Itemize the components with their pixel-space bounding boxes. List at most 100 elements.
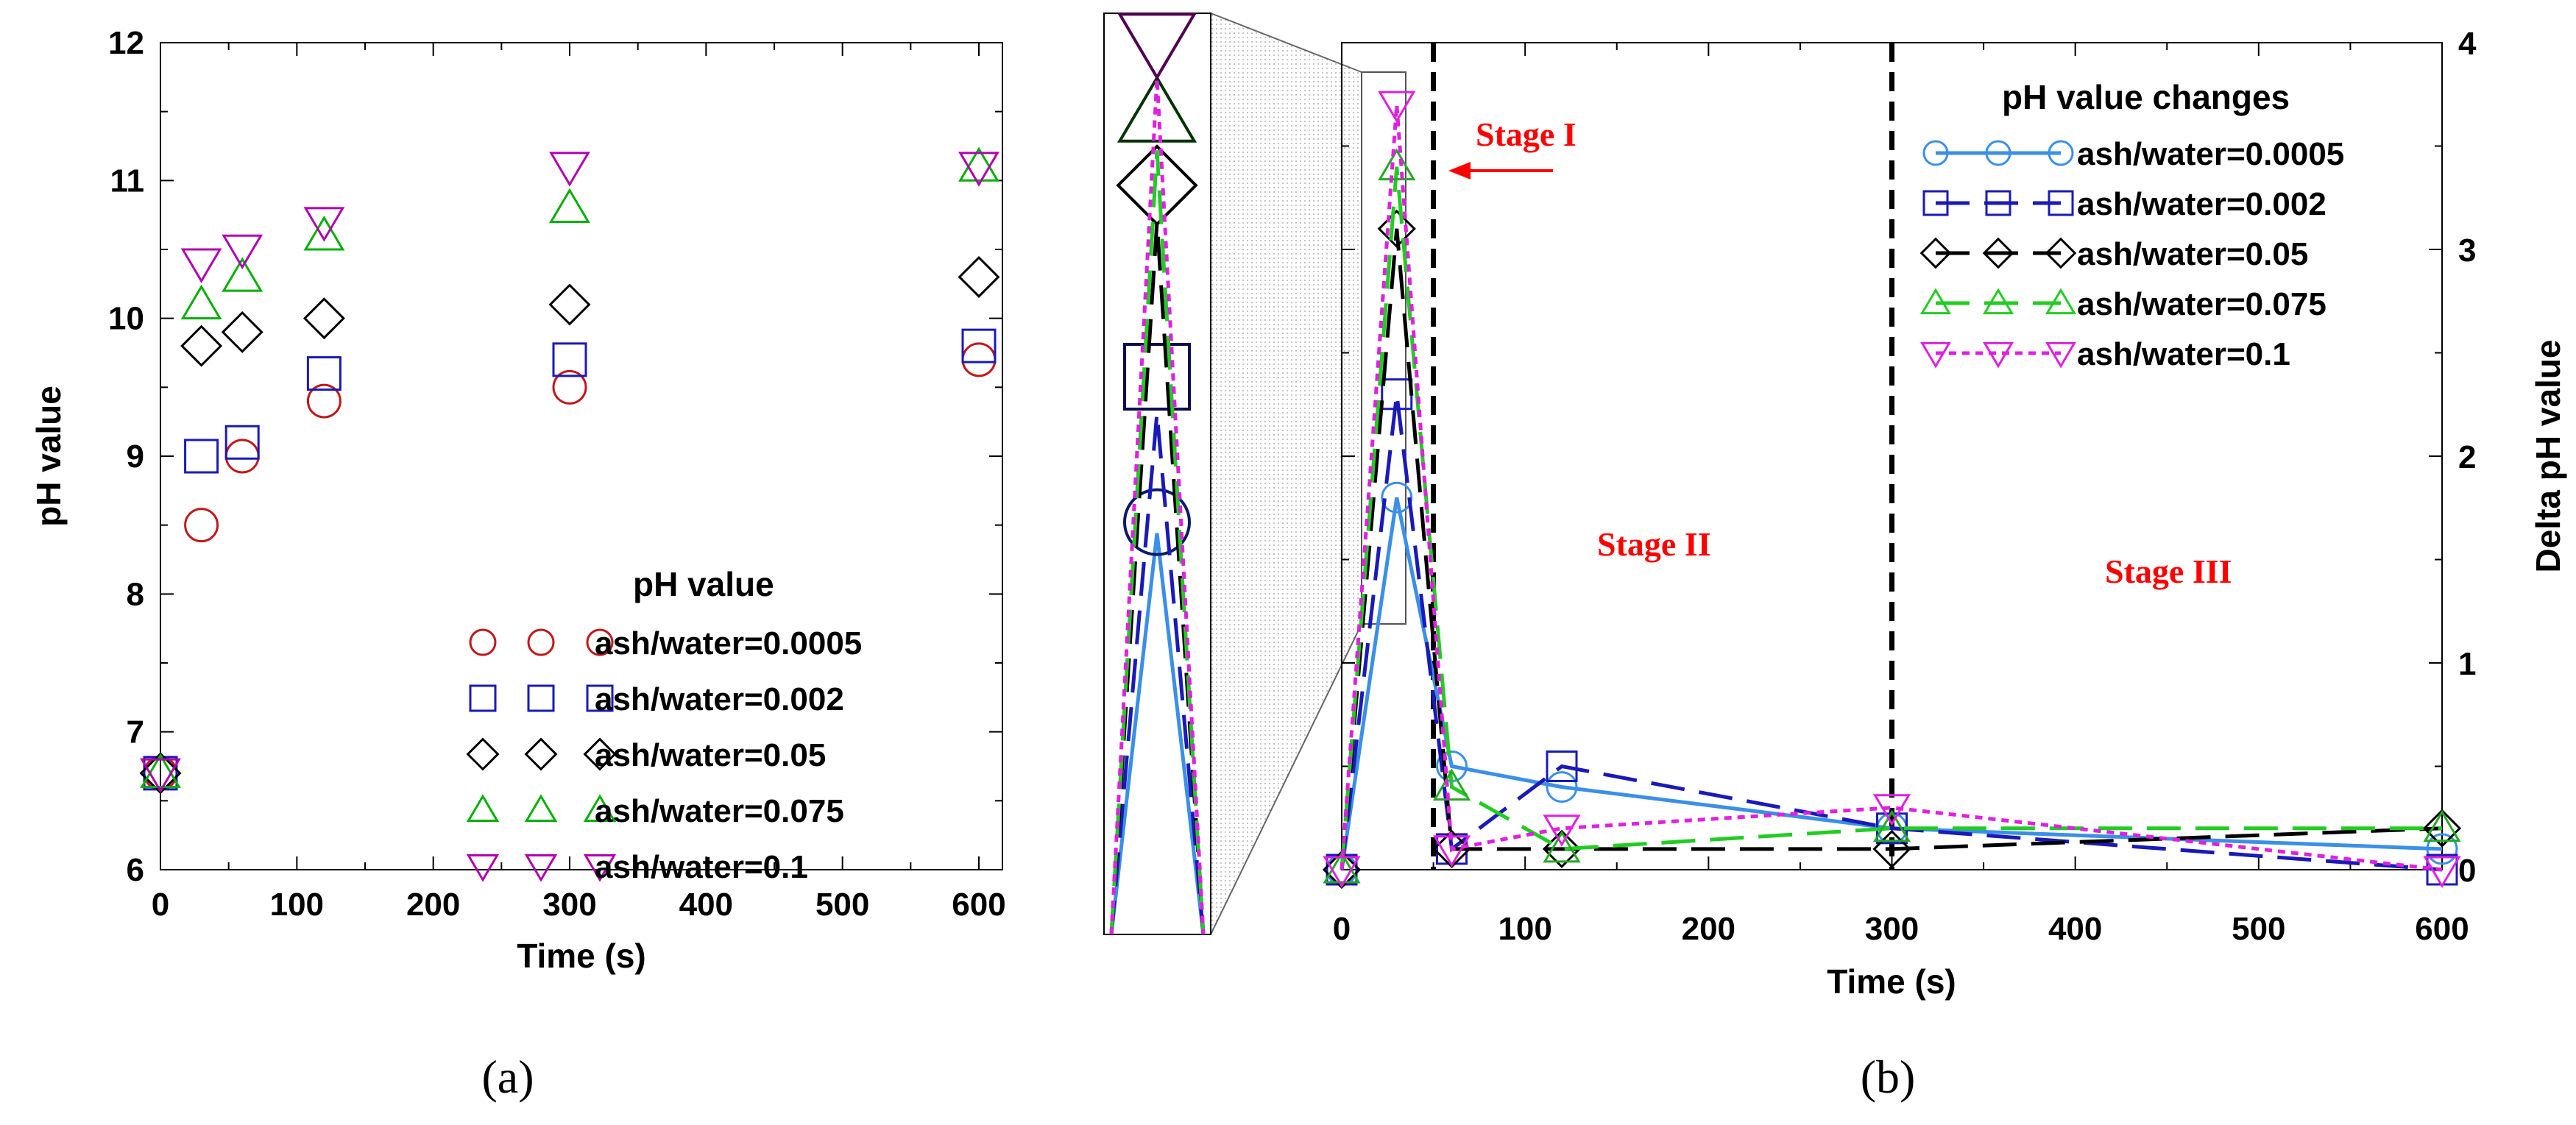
point-b-ash-water-0-002	[1546, 750, 1578, 782]
point-a-ash-water-0-075	[222, 257, 263, 292]
legend-a-marker	[466, 854, 500, 882]
legend-b-label: ash/water=0.05	[2077, 236, 2308, 272]
series-line-ash-water-0-0005	[1340, 497, 2443, 870]
point-b-ash-water-0-075	[1872, 809, 1911, 842]
zoom-marker-ash-water-0-002	[1123, 343, 1191, 411]
axis-a-xlabel: Time (s)	[517, 937, 646, 975]
zoom-region	[1361, 71, 1406, 625]
legend-a-marker	[469, 628, 497, 656]
zoom-line-ash-water-0-002	[1109, 413, 1206, 935]
point-a-ash-water-0-05	[958, 255, 1000, 298]
series-line-ash-water-0-05	[1340, 228, 2443, 870]
stage-2-label: Stage II	[1597, 525, 1711, 563]
y-tick-label-a: 11	[110, 163, 144, 199]
y-tick-label-b: 3	[2458, 233, 2476, 269]
axis-b-ylabel: Delta pH value	[2529, 340, 2567, 573]
x-tick-label-b: 400	[2048, 911, 2102, 947]
legend-a-label: ash/water=0.0005	[595, 625, 862, 661]
point-b-ash-water-0-1	[1543, 815, 1581, 847]
point-a-ash-water-0-075	[303, 216, 345, 251]
legend-b-marker	[1922, 140, 1949, 166]
point-a-ash-water-0-1	[958, 152, 999, 187]
point-a-ash-water-0-05	[548, 283, 591, 326]
point-a-ash-water-0-1	[303, 207, 345, 242]
point-b-ash-water-0-05	[2422, 809, 2462, 848]
stage-1-arrowhead	[1448, 162, 1471, 180]
point-b-ash-water-0-075	[1378, 148, 1416, 181]
zoom-marker-ash-water-0-0005	[1123, 488, 1191, 556]
panel-b-label: (b)	[1861, 1051, 1916, 1103]
zoom-marker-ash-water-0-1	[1117, 13, 1197, 81]
x-tick-label-a: 0	[152, 887, 169, 923]
zoom-marker-ash-water-0-05	[1116, 144, 1198, 227]
x-tick-label-b: 100	[1498, 911, 1551, 947]
legend-b-marker	[1919, 288, 1952, 315]
point-a-ash-water-0-0005	[306, 383, 342, 419]
point-b-ash-water-0-1	[1378, 91, 1416, 124]
legend-a-label: ash/water=0.1	[595, 849, 808, 885]
legend-a-marker	[466, 794, 500, 822]
point-a-ash-water-0-0005	[184, 508, 219, 543]
legend-b-marker	[1982, 341, 2014, 369]
stage-3-label: Stage III	[2105, 553, 2232, 590]
point-a-ash-water-0-05	[302, 297, 345, 340]
point-a-ash-water-0-002	[552, 342, 587, 377]
x-tick-label-a: 200	[406, 887, 460, 923]
legend-a-marker	[524, 794, 558, 822]
legend-b-marker	[1919, 237, 1952, 269]
legend-b-marker	[1985, 140, 2011, 166]
y-tick-label-b: 0	[2458, 853, 2476, 889]
legend-b-label: ash/water=0.002	[2077, 186, 2326, 222]
x-tick-label-b: 600	[2415, 911, 2469, 947]
point-a-ash-water-0-05	[180, 324, 223, 367]
y-tick-label-a: 8	[127, 576, 144, 612]
legend-a-marker	[583, 794, 617, 822]
point-a-ash-water-0-075	[958, 146, 999, 182]
x-tick-label-b: 200	[1682, 911, 1735, 947]
legend-a-marker	[583, 737, 617, 771]
x-tick-label-a: 500	[815, 887, 869, 923]
point-a-ash-water-0-1	[180, 248, 222, 283]
legend-b-title: pH value changes	[2002, 78, 2290, 116]
axis-a-ylabel: pH value	[29, 386, 68, 527]
point-b-ash-water-0-075	[2423, 809, 2461, 842]
x-tick-label-a: 300	[542, 887, 596, 923]
zoom-marker-ash-water-0-075	[1117, 75, 1197, 143]
point-a-ash-water-0-002	[961, 328, 997, 363]
x-tick-label-a: 100	[270, 887, 324, 923]
point-a-ash-water-0-0005	[224, 439, 260, 474]
series-line-ash-water-0-002	[1340, 394, 2443, 872]
point-a-ash-water-0-075	[140, 753, 181, 789]
point-a-ash-water-0-075	[180, 284, 222, 320]
legend-b-label: ash/water=0.075	[2077, 286, 2326, 322]
point-a-ash-water-0-0005	[961, 342, 997, 377]
point-a-ash-water-0-002	[224, 425, 260, 460]
legend-b-marker	[2045, 341, 2077, 369]
legend-a-marker	[527, 684, 555, 712]
legend-a-marker	[583, 854, 617, 882]
legend-a-marker	[469, 684, 497, 712]
legend-a-marker	[524, 737, 558, 771]
zoom-connector	[1210, 12, 1362, 935]
legend-b-marker	[1922, 190, 1949, 216]
y-tick-label-a: 9	[127, 439, 144, 475]
legend-b-label: ash/water=0.1	[2077, 336, 2290, 372]
x-tick-label-b: 300	[1865, 911, 1919, 947]
point-b-ash-water-0-05	[1377, 209, 1416, 249]
legend-b-marker	[1982, 288, 2014, 315]
point-a-ash-water-0-05	[221, 310, 263, 353]
x-tick-label-a: 400	[679, 887, 733, 923]
legend-a-marker	[586, 684, 614, 712]
legend-b-marker	[1985, 190, 2011, 216]
point-b-ash-water-0-05	[1872, 829, 1911, 869]
point-b-ash-water-0-0005	[2426, 833, 2458, 865]
legend-b-marker	[2048, 190, 2074, 216]
panel-a-label: (a)	[481, 1051, 534, 1103]
point-b-ash-water-0-075	[1543, 830, 1581, 863]
legend-b-marker	[2045, 237, 2077, 269]
legend-a-label: ash/water=0.05	[595, 737, 826, 773]
point-b-ash-water-0-075	[1432, 768, 1471, 801]
legend-a-marker	[527, 628, 555, 656]
legend-b-marker	[1919, 341, 1952, 369]
point-b-ash-water-0-0005	[1381, 481, 1413, 514]
